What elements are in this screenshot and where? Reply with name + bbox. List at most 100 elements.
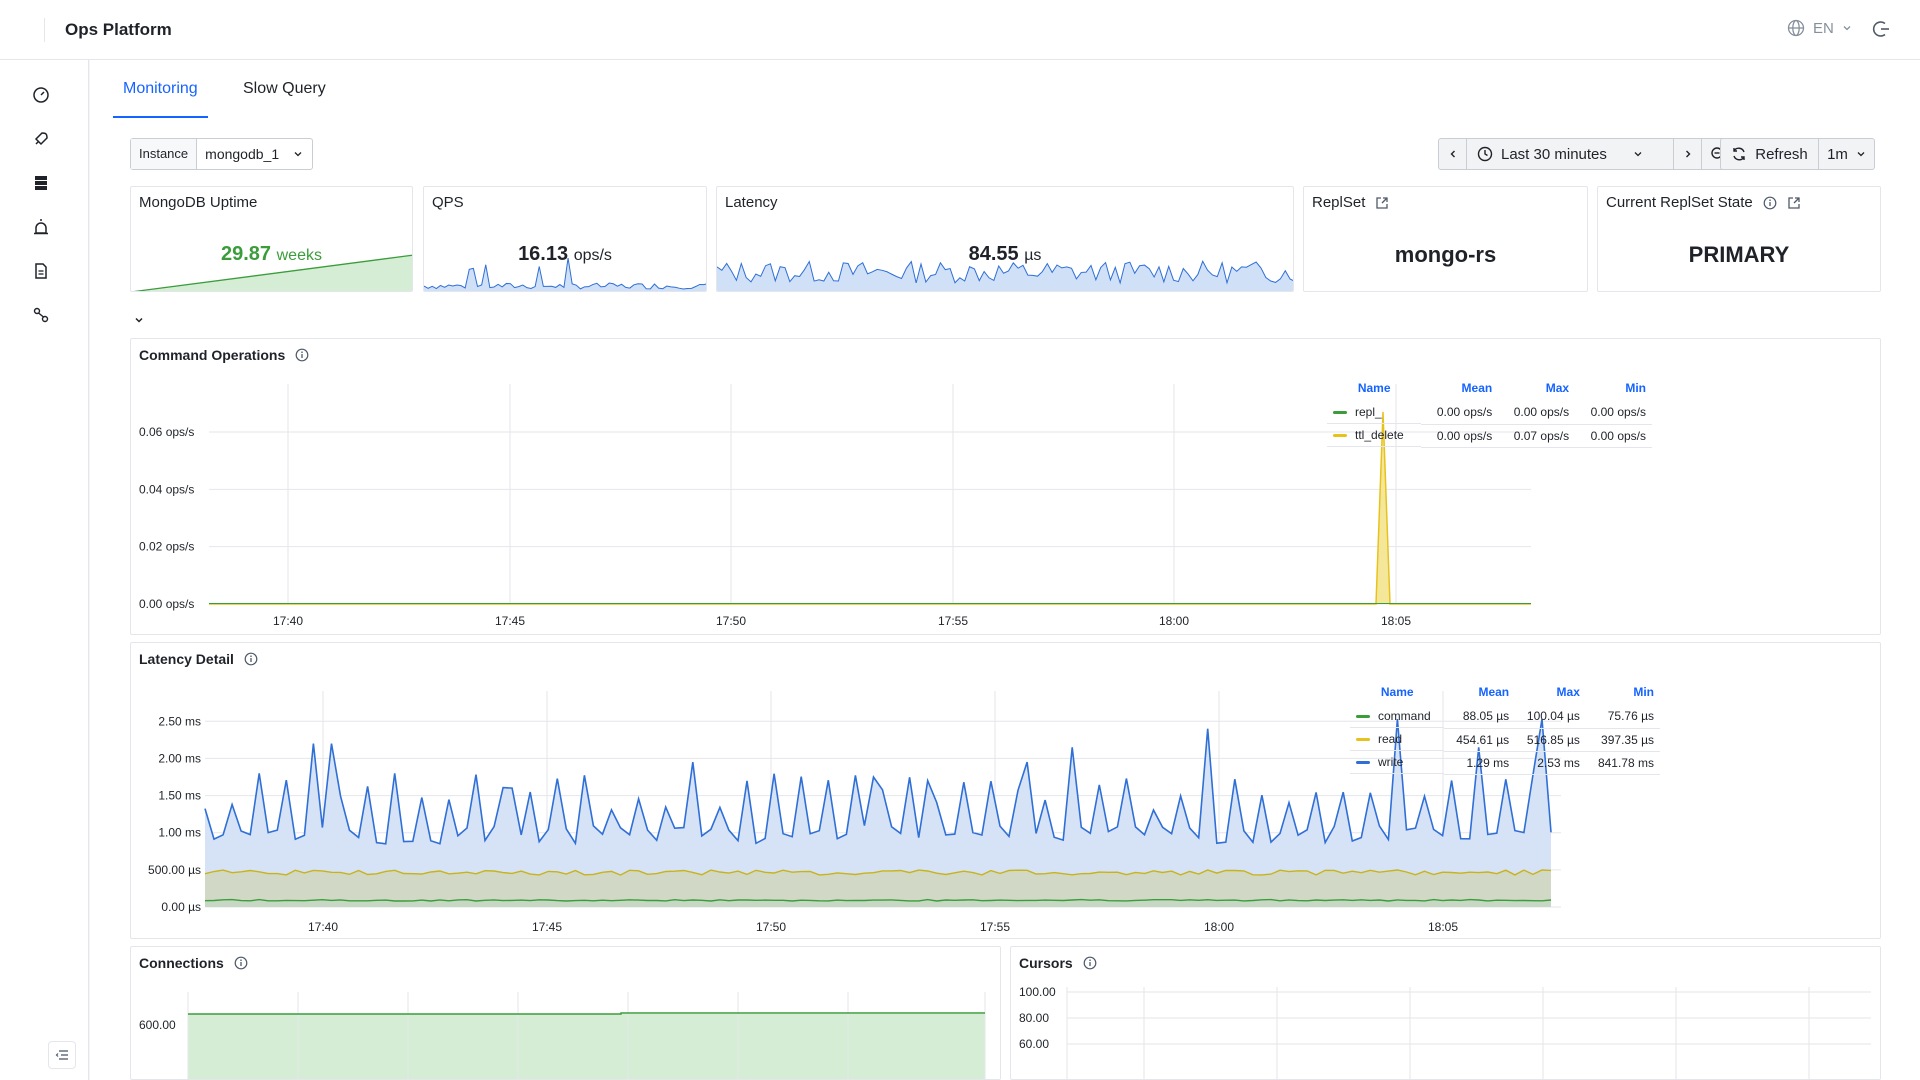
legend-header-mean[interactable]: Mean <box>1478 685 1510 699</box>
x-tick-label: 17:55 <box>980 920 1010 934</box>
latency-value: 84.55 <box>968 243 1019 265</box>
card-title: MongoDB Uptime <box>139 194 258 211</box>
series-swatch <box>1333 433 1347 437</box>
write-area <box>205 719 1551 907</box>
sidebar-collapse-button[interactable] <box>48 1041 76 1069</box>
language-selector[interactable]: EN <box>1787 19 1852 37</box>
external-link-icon[interactable] <box>1787 196 1801 210</box>
x-tick-label: 17:50 <box>716 614 746 628</box>
legend-header-min[interactable]: Min <box>1625 381 1646 395</box>
y-tick-label: 1.50 ms <box>158 789 201 803</box>
card-title: Latency <box>725 194 778 211</box>
legend-row[interactable]: repl_ 0.00 ops/s 0.00 ops/s 0.00 ops/s <box>1327 401 1652 425</box>
y-tick-label: 100.00 <box>1019 985 1056 999</box>
uptime-value: 29.87 <box>221 243 272 265</box>
time-range-controls: Last 30 minutes <box>1438 138 1735 170</box>
series-max: 0.07 ops/s <box>1498 424 1576 448</box>
chevron-down-icon <box>1857 152 1865 157</box>
info-icon[interactable] <box>234 956 248 970</box>
logout-button[interactable] <box>1871 19 1891 44</box>
sidebar-item-alarm[interactable] <box>30 216 52 238</box>
chevron-down-icon <box>294 152 302 157</box>
active-tab-indicator <box>113 116 208 118</box>
series-max: 0.00 ops/s <box>1498 401 1576 425</box>
replset-title: ReplSet <box>1312 194 1366 211</box>
refresh-icon <box>1733 147 1745 161</box>
info-icon[interactable] <box>244 652 258 666</box>
x-tick-label: 17:40 <box>273 614 303 628</box>
document-icon <box>35 263 47 279</box>
info-icon[interactable] <box>1763 196 1777 210</box>
main-area: Monitoring Slow Query Instance mongodb_1… <box>90 60 1920 1080</box>
refresh-interval-select[interactable]: 1m <box>1819 139 1874 169</box>
legend-header-max[interactable]: Max <box>1545 381 1570 395</box>
legend-row[interactable]: ttl_delete 0.00 ops/s 0.07 ops/s 0.00 op… <box>1327 424 1652 448</box>
topbar-divider <box>44 18 45 42</box>
y-tick-label: 0.00 µs <box>161 900 201 914</box>
series-mean: 88.05 µs <box>1444 705 1516 729</box>
sidebar-item-database[interactable] <box>30 172 52 194</box>
time-prev-button[interactable] <box>1439 139 1467 169</box>
qps-value-wrap: 16.13 ops/s <box>424 243 706 266</box>
instance-selector[interactable]: Instance mongodb_1 <box>130 138 314 170</box>
legend-header-name[interactable]: Name <box>1357 381 1391 395</box>
legend-row[interactable]: command 88.05 µs 100.04 µs 75.76 µs <box>1350 705 1660 729</box>
collapse-toggle[interactable] <box>134 314 144 328</box>
legend-row[interactable]: read 454.61 µs 516.85 µs 397.35 µs <box>1350 728 1660 752</box>
sparkline-line <box>424 257 706 290</box>
y-tick-label: 0.06 ops/s <box>139 425 194 439</box>
series-max: 516.85 µs <box>1515 728 1586 752</box>
info-icon[interactable] <box>295 348 309 362</box>
time-range-select[interactable]: Last 30 minutes <box>1467 139 1674 169</box>
x-tick-label: 17:50 <box>756 920 786 934</box>
time-next-button[interactable] <box>1674 139 1702 169</box>
replstate-card: Current ReplSet State PRIMARY <box>1597 186 1881 292</box>
latency-unit: µs <box>1024 247 1042 264</box>
qps-sparkline <box>424 257 706 291</box>
sidebar-item-topology[interactable] <box>30 304 52 326</box>
chevron-right-icon <box>1685 150 1690 158</box>
sparkline-line <box>717 260 1293 285</box>
sidebar-item-logs[interactable] <box>30 260 52 282</box>
instance-select[interactable]: mongodb_1 <box>197 139 312 169</box>
series-mean: 0.00 ops/s <box>1421 401 1499 425</box>
command-ops-chart: 17:40 17:45 17:50 17:55 18:00 18:05 0.00 ops/s… <box>139 384 1531 628</box>
legend-header-name[interactable]: Name <box>1380 685 1414 699</box>
info-icon[interactable] <box>1083 956 1097 970</box>
write-line <box>204 718 1552 846</box>
instance-value: mongodb_1 <box>205 146 280 162</box>
y-tick-label: 2.00 ms <box>158 751 201 765</box>
legend-header-mean[interactable]: Mean <box>1461 381 1493 395</box>
uptime-value-wrap: 29.87 weeks <box>131 243 412 266</box>
tab-monitoring[interactable]: Monitoring <box>123 80 198 97</box>
top-bar: Ops Platform EN <box>0 0 1920 60</box>
legend-row[interactable]: write 1.29 ms 2.53 ms 841.78 ms <box>1350 751 1660 775</box>
command-ops-legend: Name Mean Max Min repl_ 0.00 ops/s 0.00 … <box>1327 379 1652 448</box>
globe-icon <box>1787 19 1805 37</box>
latency-sparkline <box>717 260 1293 291</box>
series-min: 841.78 ms <box>1585 751 1660 775</box>
refresh-button[interactable]: Refresh <box>1721 139 1819 169</box>
x-tick-label: 18:05 <box>1428 920 1458 934</box>
series-name: command <box>1378 709 1431 723</box>
cursors-chart: 100.00 80.00 60.00 <box>1019 985 1871 1079</box>
tab-slow-query[interactable]: Slow Query <box>243 80 326 97</box>
card-title-wrap: ReplSet <box>1312 194 1389 211</box>
chevron-down-icon <box>135 317 143 323</box>
chevron-down-icon <box>1843 26 1851 31</box>
legend-header-min[interactable]: Min <box>1633 685 1654 699</box>
connections-line <box>188 1012 985 1015</box>
rocket-icon <box>34 132 48 146</box>
time-range-label: Last 30 minutes <box>1501 145 1607 163</box>
cursors-title: Cursors <box>1019 955 1073 971</box>
latency-detail-legend: Name Mean Max Min command 88.05 µs 100.0… <box>1350 683 1660 775</box>
uptime-card: MongoDB Uptime 29.87 weeks <box>130 186 413 292</box>
sidebar-item-deploy[interactable] <box>30 128 52 150</box>
sidebar-item-dashboard[interactable] <box>30 84 52 106</box>
command-operations-panel: Command Operations 17:40 17:45 17:50 17:55 1… <box>130 338 1881 635</box>
y-tick-label: 0.04 ops/s <box>139 482 194 496</box>
series-swatch <box>1356 737 1370 741</box>
external-link-icon[interactable] <box>1375 196 1389 210</box>
legend-header-max[interactable]: Max <box>1556 685 1580 699</box>
series-name: repl_ <box>1355 405 1382 419</box>
